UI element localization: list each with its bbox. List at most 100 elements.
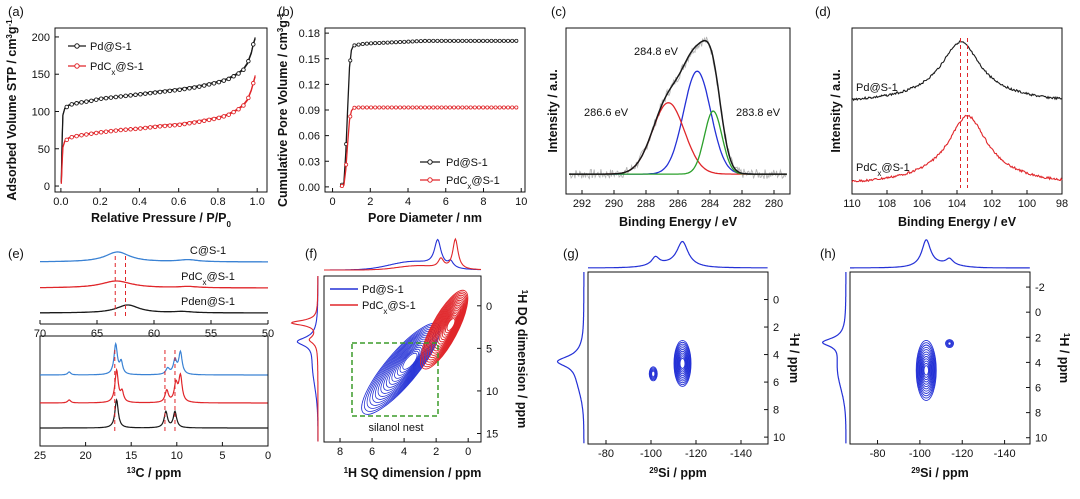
panel-a-frame: [54, 27, 268, 193]
panel-a-point: [192, 120, 197, 125]
panel-d-ylabel: Intensity / a.u.: [829, 69, 843, 152]
panel-e-top-tick-label: 50: [262, 328, 274, 340]
panel-b-point: [352, 43, 357, 48]
panel-a-x-tick-label: 0.0: [53, 196, 68, 208]
panel-b-point: [377, 105, 382, 110]
panel-e-top-tick-label: 55: [205, 328, 217, 340]
panel-a-point: [84, 132, 89, 137]
panel-c-x-tick-label: 292: [573, 198, 591, 210]
panel-g-contour-minor: [649, 367, 658, 381]
panel-a-point: [152, 90, 158, 95]
panel-b-point: [381, 40, 386, 45]
panel-h-contour: [918, 349, 934, 392]
panel-b-y-tick-label: 0.12: [299, 79, 320, 91]
panel-c-x-tick-label: 288: [637, 198, 655, 210]
panel-g-xlabel-part: Si / ppm: [658, 466, 707, 480]
panel-a-point: [231, 74, 236, 79]
panel-b-point: [385, 105, 390, 110]
panel-a-point: [103, 129, 109, 134]
panel-g-x-tick-label: -140: [730, 448, 752, 460]
panel-f-x-tick-label: 6: [369, 446, 375, 458]
panel-e-xlabel-part: C / ppm: [136, 466, 182, 480]
panel-g-contour: [676, 348, 689, 378]
panel-b-point: [481, 38, 486, 43]
panel-a-point: [211, 81, 217, 86]
panel-a-legend-1-part: @S-1: [115, 61, 143, 73]
panel-b-x-tick-label: 6: [443, 196, 449, 208]
panel-a-point: [147, 125, 153, 130]
panel-e-bottom-series: [40, 341, 268, 376]
panel-a-point: [123, 93, 128, 99]
panel-f-ylabel: 1H DQ dimension / ppm: [515, 290, 530, 429]
panel-a-point: [201, 118, 207, 124]
panel-a-point: [216, 115, 222, 121]
panel-e-top-tick-label: 70: [34, 328, 46, 340]
panel-a-point: [167, 88, 173, 94]
panel-b-series-line: [339, 40, 518, 188]
panel-b-point: [377, 40, 382, 45]
panel-e-legend-1: PdCx@S-1: [181, 271, 235, 287]
panel-b-point: [418, 39, 423, 44]
panel-b-point: [443, 105, 448, 110]
panel-b-point: [435, 105, 440, 110]
panel-f-y-tick-label: 0: [486, 301, 492, 313]
panel-f-blue-contour: [396, 348, 421, 376]
panel-b-point: [497, 105, 502, 110]
panel-c-peak-label: 286.6 eV: [584, 107, 629, 119]
panel-a-point: [79, 100, 84, 105]
panel-a-point: [138, 126, 143, 131]
panel-c-x-tick-label: 280: [765, 198, 783, 210]
panel-a-point: [123, 127, 128, 132]
panel-g-contour: [677, 352, 688, 375]
panel-e-legend-0: C@S-1: [190, 245, 226, 257]
panel-e-label: (e): [8, 246, 24, 261]
panel-b-xlabel: Pore Diameter / nm: [368, 211, 482, 225]
panel-a-point: [93, 97, 99, 102]
panel-a-legend-0-part: Pd@S-1: [90, 41, 132, 53]
panel-f-annotation: silanol nest: [368, 422, 423, 434]
panel-h-contour-minor: [945, 339, 954, 349]
panel-a-point: [197, 84, 202, 89]
panel-f-x-tick-label: 8: [337, 446, 343, 458]
panel-f-left-projection-red: [290, 276, 319, 442]
panel-b-point: [447, 105, 452, 110]
panel-b-ylabel-part: 3: [276, 27, 285, 32]
panel-h-x-tick-label: -120: [951, 448, 973, 460]
panel-b-point: [510, 38, 515, 43]
panel-a-point: [133, 126, 138, 132]
panel-a-point: [236, 71, 241, 76]
panel-g-contour: [675, 345, 690, 382]
panel-a-point: [79, 132, 84, 138]
panel-b-point: [485, 105, 490, 110]
panel-h-contour-minor: [945, 339, 954, 348]
panel-h-x-tick-label: -140: [994, 448, 1016, 460]
panel-c-x-tick-label: 284: [701, 198, 719, 210]
panel-h-y-tick-label: 8: [1035, 408, 1041, 420]
panel-g-contour: [679, 357, 686, 369]
panel-a-series-line: [60, 38, 256, 183]
panel-g-contour: [677, 350, 688, 377]
panel-b-point: [348, 114, 353, 119]
panel-c-peak-label: 283.8 eV: [736, 107, 781, 119]
panel-a-point: [211, 116, 217, 122]
panel-b-point: [493, 105, 498, 110]
panel-a-point: [113, 128, 119, 133]
panel-b-point: [418, 105, 423, 110]
panel-a-point: [162, 123, 168, 129]
panel-d-x-tick-label: 106: [913, 198, 931, 210]
panel-a-xlabel-part: Relative Pressure / P/P: [91, 211, 227, 225]
panel-b-point: [514, 105, 519, 110]
panel-h-contour: [917, 346, 935, 394]
panel-f-ylabel-part: 1: [521, 290, 530, 295]
panel-b-point: [410, 39, 415, 44]
panel-b-y-tick-label: 0.03: [299, 156, 320, 168]
panel-b-point: [447, 38, 452, 43]
panel-b-point: [364, 105, 369, 110]
panel-b-point: [501, 38, 506, 43]
panel-h-y-tick-label: 6: [1035, 383, 1041, 395]
panel-a-point: [221, 114, 227, 119]
panel-g-contour: [674, 343, 691, 384]
panel-e-legend-2: Pden@S-1: [181, 296, 235, 308]
panel-b-point: [489, 38, 494, 43]
panel-e-legend-0-part: C@S-1: [190, 245, 226, 257]
